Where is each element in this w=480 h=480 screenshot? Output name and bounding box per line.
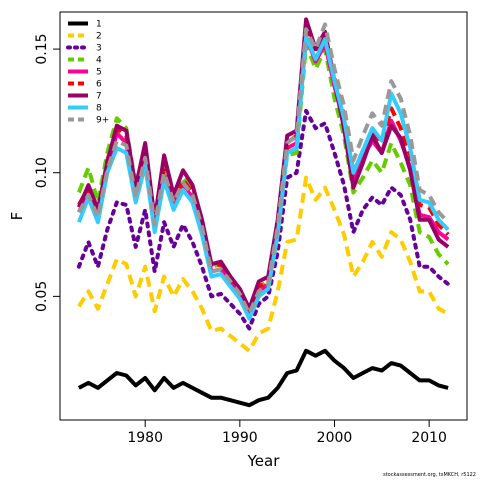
x-axis: 1980 1990 2000 2010 bbox=[127, 420, 447, 446]
y-axis: 0.05 0.10 0.15 bbox=[34, 34, 60, 312]
legend-label: 6 bbox=[96, 80, 102, 90]
legend-label: 9+ bbox=[96, 116, 109, 126]
series-line-3 bbox=[76, 108, 451, 331]
series-line-7 bbox=[77, 17, 450, 311]
legend-label: 3 bbox=[96, 44, 102, 54]
legend-label: 8 bbox=[96, 104, 102, 114]
x-tick-label: 2000 bbox=[317, 430, 353, 446]
legend-label: 5 bbox=[96, 68, 102, 78]
y-tick-label: 0.10 bbox=[34, 157, 50, 188]
x-tick-label: 1980 bbox=[127, 430, 163, 446]
footnote: stockassessment.org, tsMKCH, r5122 bbox=[383, 472, 476, 478]
legend-label: 7 bbox=[96, 92, 102, 102]
series-line-1 bbox=[77, 348, 449, 408]
plot-frame bbox=[59, 11, 468, 421]
legend-label: 1 bbox=[96, 20, 102, 30]
legend-label: 2 bbox=[96, 32, 102, 42]
series-line-2 bbox=[77, 175, 450, 353]
y-tick-label: 0.15 bbox=[34, 34, 50, 65]
y-axis-title: F bbox=[8, 212, 26, 221]
x-tick-label: 2010 bbox=[411, 430, 447, 446]
legend-label: 4 bbox=[96, 56, 102, 66]
y-tick-label: 0.05 bbox=[34, 281, 50, 312]
x-tick-label: 1990 bbox=[222, 430, 258, 446]
x-axis-title: Year bbox=[247, 452, 281, 470]
series-line-4 bbox=[77, 42, 450, 311]
series-layer bbox=[76, 17, 451, 408]
legend: 1 2 3 4 5 6 7 8 9+ bbox=[66, 20, 109, 126]
